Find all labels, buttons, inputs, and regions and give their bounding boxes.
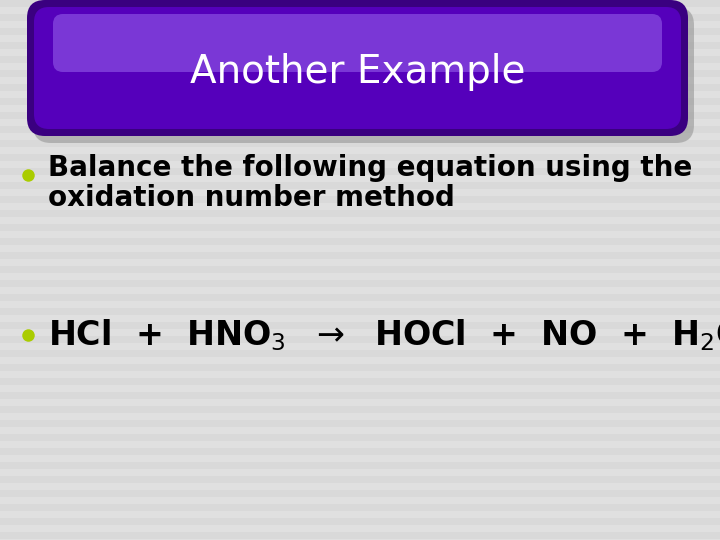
Bar [0, 182, 720, 189]
FancyBboxPatch shape [33, 7, 694, 143]
Text: HCl  +  HNO$_3$  $\rightarrow$  HOCl  +  NO  +  H$_2$O: HCl + HNO$_3$ $\rightarrow$ HOCl + NO + … [48, 317, 720, 353]
Bar [0, 266, 720, 273]
Text: Balance the following equation using the: Balance the following equation using the [48, 154, 692, 182]
Bar [0, 378, 720, 385]
Bar [0, 448, 720, 455]
Bar [0, 56, 720, 63]
Bar [0, 504, 720, 511]
Bar [0, 84, 720, 91]
Bar [0, 434, 720, 441]
Bar [0, 168, 720, 175]
Bar [0, 420, 720, 427]
Bar [0, 518, 720, 525]
Bar [0, 308, 720, 315]
FancyBboxPatch shape [27, 0, 688, 136]
Bar [0, 154, 720, 161]
Bar [0, 42, 720, 49]
Bar [0, 462, 720, 469]
Bar [0, 406, 720, 413]
Bar [0, 322, 720, 329]
Bar [0, 126, 720, 133]
Bar [0, 112, 720, 119]
Bar [0, 98, 720, 105]
Bar [0, 364, 720, 371]
Bar [0, 238, 720, 245]
Bar [0, 336, 720, 343]
Text: oxidation number method: oxidation number method [48, 184, 455, 212]
Bar [0, 196, 720, 203]
Bar [0, 28, 720, 35]
Bar [0, 490, 720, 497]
Bar [0, 70, 720, 77]
Bar [0, 140, 720, 147]
Bar [0, 350, 720, 357]
Bar [0, 280, 720, 287]
FancyBboxPatch shape [34, 7, 681, 129]
Bar [0, 0, 720, 7]
Bar [0, 294, 720, 301]
Bar [0, 252, 720, 259]
Bar [0, 532, 720, 539]
Text: Another Example: Another Example [190, 53, 526, 91]
Bar [0, 476, 720, 483]
Bar [0, 14, 720, 21]
FancyBboxPatch shape [53, 14, 662, 72]
Bar [0, 210, 720, 217]
Bar [0, 392, 720, 399]
Bar [0, 224, 720, 231]
